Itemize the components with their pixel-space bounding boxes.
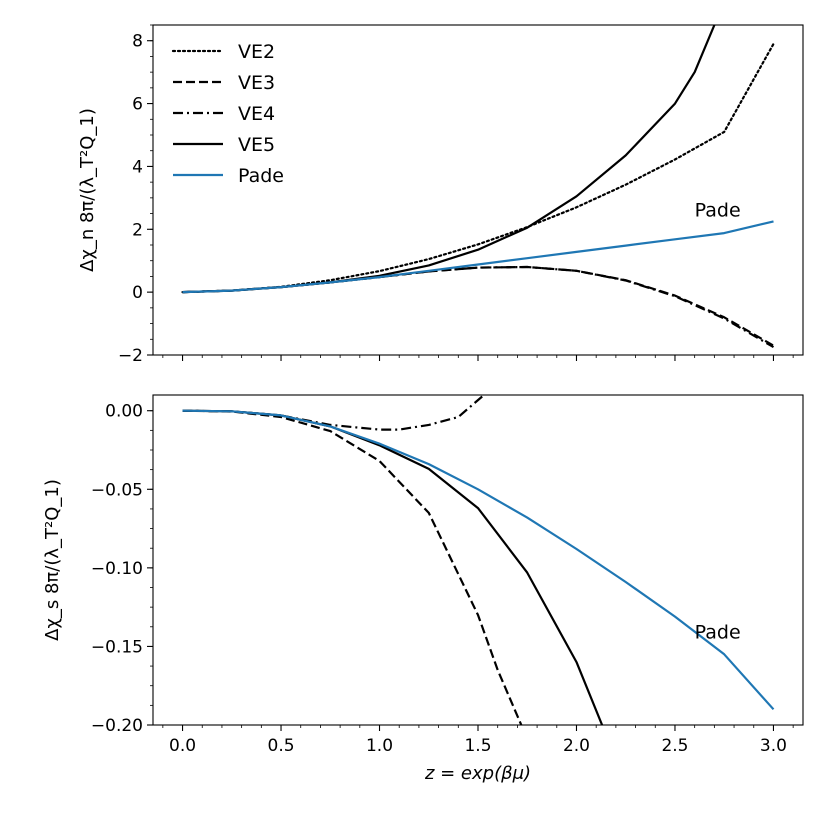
series-group [181,25,775,349]
y-axis-label: Δχ_n 8π/(λ_T²Q_1) [77,108,98,272]
y-tick-label: −0.05 [91,480,143,500]
y-tick-label: 0.00 [105,402,143,422]
x-tick-label: 2.5 [661,736,688,756]
y-tick-label: −0.10 [91,559,143,579]
y-tick-label: −0.15 [91,637,143,657]
axes-frame [152,394,804,726]
legend-entry-label: VE5 [238,134,275,156]
x-tick-label: 2.0 [563,736,590,756]
series-ve2-line [181,42,775,294]
x-axis-label: z = exp(βμ) [424,763,531,784]
x-tick-label: 0.0 [169,736,196,756]
legend-entry-label: Pade [238,165,284,187]
y-tick-label: 2 [132,220,143,240]
legend-entry-label: VE4 [238,103,275,125]
legend-entry-label: VE3 [238,72,275,94]
series-ve3-line [182,409,523,725]
legend: VE2 VE3 VE4 VE5 Pade [171,41,284,187]
series-ve5-line [182,409,604,725]
y-tick-label: 6 [132,95,143,115]
x-tick-label: 1.5 [464,736,491,756]
y-tick-label: 4 [132,157,143,177]
y-tick-label: −0.20 [91,716,143,736]
bottom-panel: 0.00 −0.05 −0.10 −0.15 −0.20 0.0 0.5 1.0 1.5 2.0 2… [42,394,804,784]
y-tick-label: −2 [118,346,143,366]
x-tick-label: 1.0 [366,736,393,756]
series-group [182,395,775,725]
legend-entry-label: VE2 [238,41,275,63]
series-pade-line [182,220,774,294]
y-axis-label: Δχ_s 8π/(λ_T²Q_1) [42,479,63,641]
annotation-label: Pade [695,622,741,644]
y-tick-label: 0 [132,283,143,303]
x-tick-label: 0.5 [268,736,295,756]
y-tick-label: 8 [132,32,143,52]
series-ve4-line [182,265,775,349]
annotation-label: Pade [695,200,741,222]
top-panel: −2 0 2 4 6 8 Pade Δχ_n 8π/(λ_T²Q_1) VE2 VE3 VE4 VE5… [77,24,804,366]
series-pade-line [182,409,775,711]
x-tick-label: 3.0 [760,736,787,756]
series-ve5-line [182,25,716,294]
series-ve3-line [182,265,775,347]
